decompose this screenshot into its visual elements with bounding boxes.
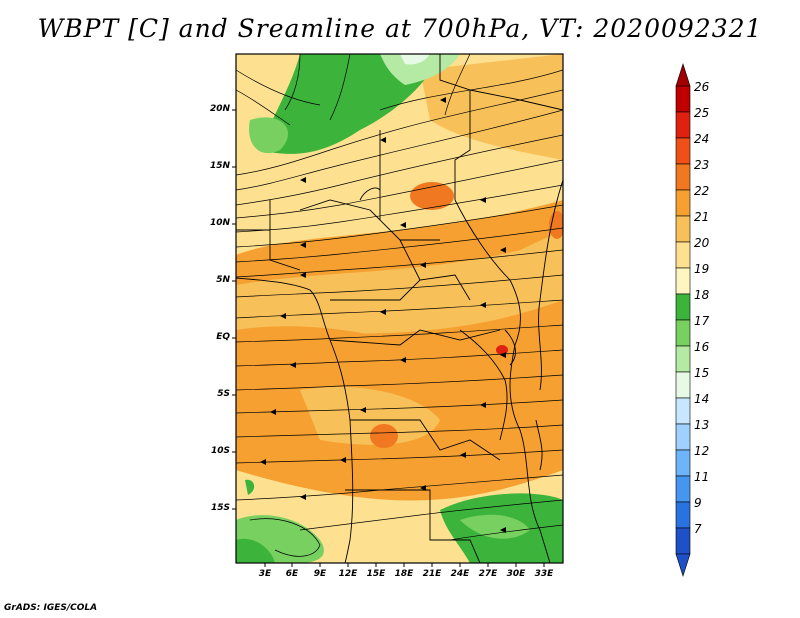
colorbar-label: 9	[694, 496, 702, 510]
colorbar-label: 17	[694, 314, 710, 328]
lon-label: 15E	[366, 569, 386, 579]
colorbar-segment	[675, 449, 691, 477]
lat-label: 15N	[209, 161, 230, 171]
colorbar-segment	[675, 111, 691, 139]
lon-label: 21E	[422, 569, 442, 579]
colorbar-max-arrow	[675, 63, 691, 87]
colorbar-label: 15	[694, 366, 710, 380]
colorbar-segment	[675, 137, 691, 165]
colorbar-segment	[675, 163, 691, 191]
map-title: WBPT [C] and Sreamline at 700hPa, VT: 20…	[37, 14, 763, 43]
colorbar-segment	[675, 293, 691, 321]
colorbar-segment	[675, 371, 691, 399]
lon-label: 24E	[450, 569, 470, 579]
colorbar-label: 24	[694, 132, 710, 146]
lon-label: 30E	[506, 569, 526, 579]
colorbar-label: 22	[694, 184, 710, 198]
colorbar-segment	[675, 475, 691, 503]
wbpt-field	[236, 54, 563, 563]
colorbar-label: 16	[694, 340, 710, 354]
lat-label: 10N	[209, 218, 230, 228]
colorbar-label: 23	[694, 158, 710, 172]
colorbar-segment	[675, 241, 691, 269]
colorbar-label: 20	[694, 236, 710, 250]
colorbar-segment	[675, 189, 691, 217]
colorbar-segment	[675, 397, 691, 425]
lon-label: 33E	[534, 569, 554, 579]
colorbar-min-arrow	[675, 553, 691, 577]
colorbar-label: 21	[694, 210, 710, 224]
lat-label: 10S	[210, 446, 230, 456]
map-frame	[235, 53, 564, 564]
colorbar-segment	[675, 501, 691, 529]
colorbar-label: 12	[694, 444, 710, 458]
lat-label: 5S	[217, 389, 230, 399]
colorbar-label: 7	[694, 522, 702, 536]
lon-label: 9E	[313, 569, 327, 579]
colorbar-label: 18	[694, 288, 710, 302]
lat-label: EQ	[216, 332, 230, 342]
lat-label: 20N	[209, 104, 230, 114]
lon-label: 12E	[338, 569, 358, 579]
colorbar-label: 11	[694, 470, 710, 484]
colorbar-segment	[675, 215, 691, 243]
colorbar-label: 13	[694, 418, 710, 432]
colorbar-label: 14	[694, 392, 710, 406]
colorbar-segment	[675, 85, 691, 113]
colorbar-segment	[675, 267, 691, 295]
colorbar	[675, 63, 691, 577]
lon-label: 6E	[285, 569, 299, 579]
colorbar-segment	[675, 527, 691, 555]
colorbar-label: 26	[694, 80, 710, 94]
credit-text: GrADS: IGES/COLA	[4, 603, 98, 613]
lat-label: 5N	[216, 275, 230, 285]
colorbar-label: 25	[694, 106, 710, 120]
colorbar-segment	[675, 345, 691, 373]
colorbar-segment	[675, 423, 691, 451]
colorbar-label: 19	[694, 262, 710, 276]
lon-label: 3E	[258, 569, 272, 579]
lon-label: 18E	[394, 569, 414, 579]
lon-label: 27E	[478, 569, 498, 579]
colorbar-segment	[675, 319, 691, 347]
lat-label: 15S	[210, 503, 230, 513]
